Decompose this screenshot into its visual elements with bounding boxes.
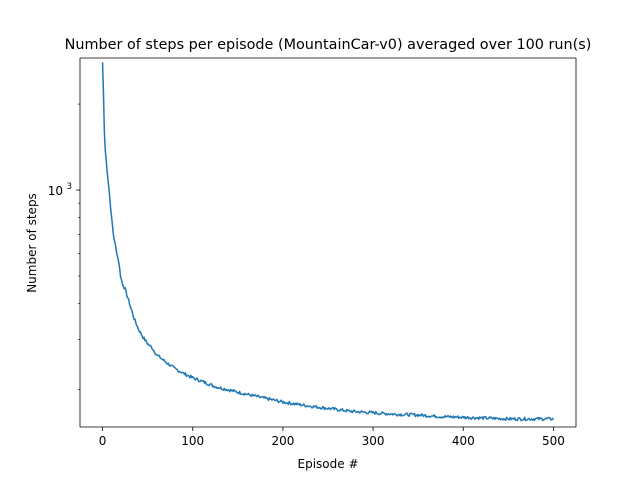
series-line-1 [101,62,555,422]
series-layer [101,62,555,422]
x-tick-label: 100 [181,434,204,448]
x-tick-label: 500 [542,434,565,448]
plot-background [80,58,576,427]
plot-area [80,58,576,427]
x-tick-label: 200 [271,434,294,448]
x-axis-label: Episode # [298,457,359,471]
axes: 0 100 200 300 400 500 10 3 [48,57,577,448]
y-axis-label: Number of steps [25,193,39,293]
y-tick-exponent: 3 [67,182,72,192]
x-tick-label: 300 [362,434,385,448]
x-tick-label: 0 [99,434,107,448]
y-tick-label: 10 [48,184,63,198]
x-tick-label: 400 [452,434,475,448]
chart-title: Number of steps per episode (MountainCar… [65,37,592,53]
